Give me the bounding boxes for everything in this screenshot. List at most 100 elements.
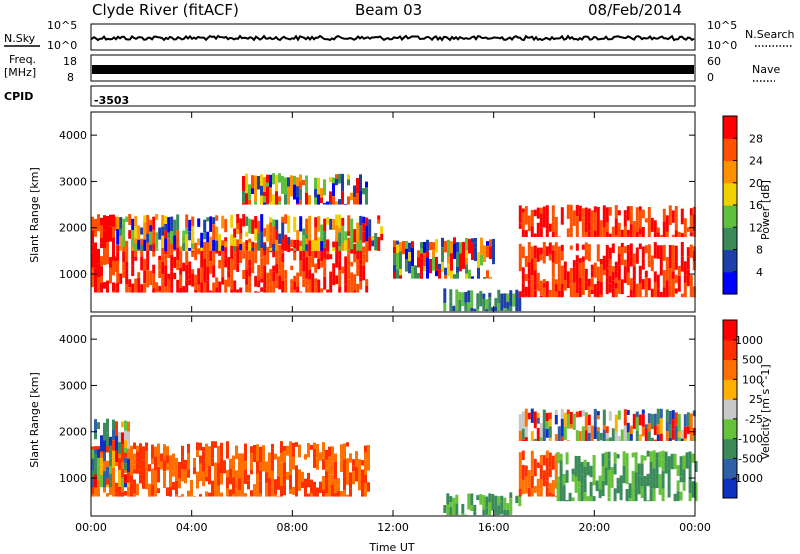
echo-cell bbox=[305, 244, 309, 251]
echo-cell bbox=[260, 185, 263, 196]
echo-cell bbox=[154, 446, 157, 457]
echo-cell bbox=[605, 245, 609, 259]
echo-cell bbox=[100, 468, 103, 475]
echo-cell bbox=[275, 239, 279, 246]
echo-cell bbox=[127, 421, 130, 432]
echo-cell bbox=[608, 247, 612, 259]
echo-cell bbox=[352, 459, 355, 466]
echo-cell bbox=[310, 444, 313, 450]
echo-cell bbox=[599, 294, 603, 298]
echo-cell bbox=[683, 275, 687, 283]
echo-cell bbox=[182, 262, 186, 272]
echo-cell bbox=[683, 218, 687, 234]
echo-cell bbox=[344, 231, 348, 241]
colorbar-tick-label: 500 bbox=[742, 354, 763, 367]
echo-cell bbox=[236, 223, 240, 229]
echo-cell bbox=[353, 254, 357, 263]
echo-cell bbox=[399, 275, 402, 279]
echo-cell bbox=[151, 444, 154, 459]
echo-cell bbox=[641, 258, 645, 270]
echo-cell bbox=[527, 267, 531, 280]
echo-cell bbox=[257, 176, 260, 190]
echo-cell bbox=[242, 242, 246, 251]
echo-cell bbox=[196, 450, 199, 457]
echo-cell bbox=[482, 501, 486, 510]
echo-cell bbox=[266, 186, 269, 204]
echo-cell bbox=[269, 187, 272, 202]
echo-cell bbox=[97, 477, 100, 488]
echo-cell bbox=[692, 410, 696, 417]
echo-cell bbox=[143, 215, 147, 223]
echo-cell bbox=[548, 242, 552, 255]
echo-cell bbox=[341, 173, 344, 192]
echo-cell bbox=[533, 283, 537, 291]
echo-cell bbox=[649, 462, 653, 480]
echo-cell bbox=[103, 248, 106, 265]
echo-cell bbox=[260, 231, 264, 248]
echo-cell bbox=[106, 216, 109, 234]
echo-cell bbox=[185, 249, 189, 251]
echo-cell bbox=[650, 413, 654, 430]
echo-cell bbox=[587, 244, 591, 262]
echo-cell bbox=[280, 462, 283, 472]
echo-cell bbox=[560, 265, 564, 276]
echo-cell bbox=[631, 485, 635, 502]
echo-cell bbox=[661, 450, 665, 460]
echo-cell bbox=[290, 265, 294, 270]
echo-cell bbox=[420, 242, 423, 249]
echo-cell bbox=[464, 309, 468, 312]
echo-cell bbox=[572, 267, 576, 283]
echo-cell bbox=[356, 178, 359, 187]
echo-cell bbox=[356, 283, 360, 293]
echo-cell bbox=[308, 239, 312, 257]
echo-cell bbox=[632, 280, 636, 296]
echo-cell bbox=[572, 413, 576, 430]
echo-cell bbox=[220, 473, 223, 485]
echo-cell bbox=[491, 494, 495, 511]
echo-cell bbox=[320, 241, 324, 250]
echo-cell bbox=[542, 427, 546, 441]
echo-cell bbox=[449, 289, 453, 297]
echo-cell bbox=[473, 308, 477, 312]
echo-cell bbox=[644, 270, 648, 278]
echo-cell bbox=[668, 262, 672, 268]
echo-cell bbox=[215, 287, 219, 293]
echo-cell bbox=[536, 272, 540, 283]
echo-cell bbox=[533, 258, 537, 264]
echo-cell bbox=[656, 232, 660, 237]
echo-cell bbox=[302, 279, 306, 287]
echo-cell bbox=[157, 488, 160, 494]
echo-cell bbox=[199, 494, 202, 497]
echo-cell bbox=[286, 471, 289, 480]
echo-cell bbox=[187, 443, 190, 453]
echo-cell bbox=[602, 409, 606, 426]
echo-cell bbox=[94, 474, 97, 488]
echo-cell bbox=[256, 461, 259, 474]
echo-cell bbox=[359, 215, 363, 226]
echo-cell bbox=[262, 445, 265, 456]
velocity-ylabel: Slant Range [km] bbox=[28, 372, 41, 468]
echo-cell bbox=[623, 270, 627, 283]
echo-cell bbox=[417, 257, 420, 268]
colorbar-tick-label: 20 bbox=[749, 177, 763, 190]
echo-cell bbox=[275, 264, 279, 274]
echo-cell bbox=[109, 458, 112, 466]
echo-cell bbox=[127, 472, 130, 483]
echo-cell bbox=[488, 296, 492, 302]
echo-cell bbox=[94, 449, 97, 454]
echo-cell bbox=[328, 465, 331, 475]
echo-cell bbox=[619, 487, 623, 501]
echo-cell bbox=[566, 440, 570, 441]
echo-cell bbox=[530, 275, 534, 283]
echo-cell bbox=[328, 474, 331, 484]
echo-cell bbox=[614, 261, 618, 272]
echo-cell bbox=[164, 215, 168, 225]
echo-cell bbox=[91, 216, 94, 231]
echo-cell bbox=[462, 257, 465, 269]
echo-cell bbox=[118, 469, 121, 487]
echo-cell bbox=[314, 189, 317, 198]
echo-cell bbox=[115, 435, 118, 451]
echo-cell bbox=[335, 225, 339, 242]
echo-cell bbox=[257, 220, 261, 234]
echo-cell bbox=[590, 214, 594, 227]
